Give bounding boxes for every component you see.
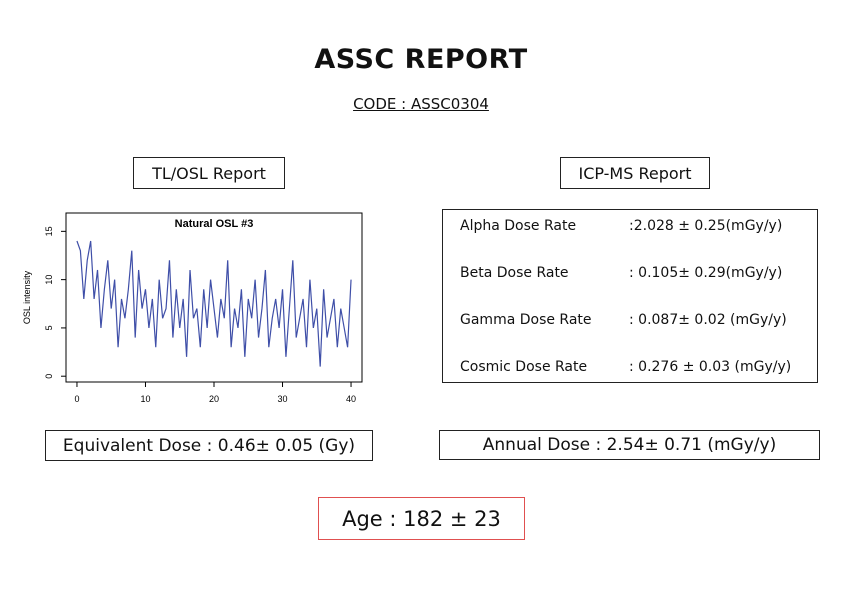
row-label: Beta Dose Rate <box>460 265 569 281</box>
dose-table: Alpha Dose Rate :2.028 ± 0.25(mGy/y) Beta … <box>442 209 818 383</box>
x-tick-label: 30 <box>278 394 288 404</box>
row-label: Alpha Dose Rate <box>460 218 577 234</box>
row-label: Cosmic Dose Rate <box>460 359 588 375</box>
data-line <box>76 240 352 367</box>
chart-title: Natural OSL #3 <box>175 218 254 230</box>
row-label: Gamma Dose Rate <box>460 312 592 328</box>
report-title: ASSC REPORT <box>314 44 528 75</box>
y-tick-label: 10 <box>44 275 54 285</box>
row-value: :2.028 ± 0.25(mGy/y) <box>629 218 783 234</box>
x-tick-label: 40 <box>346 394 356 404</box>
age: Age : 182 ± 23 <box>318 497 525 540</box>
row-value: : 0.276 ± 0.03 (mGy/y) <box>629 359 792 375</box>
equivalent-dose: Equivalent Dose : 0.46± 0.05 (Gy) <box>45 430 373 461</box>
section-title: ICP-MS Report <box>560 157 710 189</box>
x-tick-label: 0 <box>74 394 79 404</box>
y-tick-label: 0 <box>44 374 54 379</box>
y-tick-label: 15 <box>44 226 54 236</box>
section-title: TL/OSL Report <box>133 157 285 189</box>
report-code: CODE : ASSC0304 <box>353 95 489 113</box>
x-tick-label: 10 <box>140 394 150 404</box>
chart: Natural OSL #3 OSL intensity 0 10 20 30 40 0 5 10… <box>22 212 363 404</box>
x-tick-label: 20 <box>209 394 219 404</box>
row-value: : 0.087± 0.02 (mGy/y) <box>629 312 787 328</box>
y-axis-label: OSL intensity <box>22 270 32 324</box>
row-value: : 0.105± 0.29(mGy/y) <box>629 265 783 281</box>
annual-dose: Annual Dose : 2.54± 0.71 (mGy/y) <box>439 430 820 460</box>
y-tick-label: 5 <box>44 325 54 330</box>
